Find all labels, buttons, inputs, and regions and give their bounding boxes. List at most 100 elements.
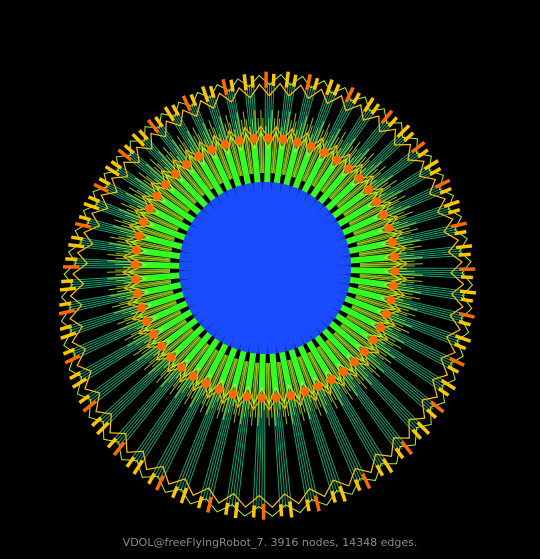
outer-node xyxy=(458,311,475,319)
green-spoke xyxy=(165,313,204,344)
fan-spoke xyxy=(151,330,194,368)
fan-spoke xyxy=(133,320,187,357)
fan-spoke xyxy=(120,202,179,230)
fan-spoke xyxy=(338,172,382,209)
inner-node xyxy=(338,367,348,377)
fan-spoke xyxy=(358,286,421,300)
outer-node xyxy=(112,441,126,457)
outer-node xyxy=(163,106,176,122)
green-spoke xyxy=(264,145,272,189)
fan-spoke xyxy=(260,110,263,174)
fan-spoke xyxy=(123,300,176,321)
outer-node xyxy=(224,502,230,515)
fan-spoke xyxy=(351,306,410,334)
fan-spoke xyxy=(254,362,260,418)
outer-node xyxy=(381,457,394,474)
outer-node xyxy=(58,308,76,316)
outer-node xyxy=(87,195,101,204)
fan-spoke xyxy=(270,118,276,174)
fan-spoke xyxy=(325,340,368,390)
green-spoke xyxy=(310,329,341,368)
fan-spoke xyxy=(130,309,181,336)
fan-spoke xyxy=(317,346,354,400)
outer-node xyxy=(344,86,355,103)
fan-spoke xyxy=(286,360,301,414)
fan-spoke xyxy=(119,289,173,304)
outer-node xyxy=(454,229,467,236)
inner-node xyxy=(166,353,176,363)
inner-node xyxy=(263,133,273,143)
fan-spoke xyxy=(342,181,389,215)
fan-spoke xyxy=(116,279,171,288)
green-spoke xyxy=(155,209,196,235)
green-spoke xyxy=(338,293,381,315)
node-markers xyxy=(58,71,477,520)
outer-node xyxy=(443,199,460,209)
fan-spoke xyxy=(359,260,415,265)
fan-spoke xyxy=(354,297,408,316)
green-spoke xyxy=(344,267,388,275)
outer-node xyxy=(59,286,77,292)
green-spoke xyxy=(189,168,220,207)
outer-node xyxy=(154,474,166,491)
outer-node xyxy=(83,201,100,211)
fan-spoke xyxy=(359,245,422,256)
outer-node xyxy=(446,365,460,374)
green-spoke xyxy=(158,306,198,333)
fan-spoke xyxy=(116,282,172,293)
outer-node xyxy=(189,93,198,107)
core-edge-spokes xyxy=(178,181,352,355)
outer-node xyxy=(229,79,235,92)
green-spoke xyxy=(149,221,192,243)
outer-node xyxy=(450,221,468,229)
inner-node xyxy=(390,252,400,262)
fan-spoke xyxy=(312,131,346,187)
inner-node xyxy=(364,185,374,195)
fan-spoke xyxy=(216,358,237,419)
outer-node xyxy=(171,104,181,117)
fan-spoke xyxy=(300,355,322,408)
fan-spoke xyxy=(344,185,392,217)
outer-node xyxy=(78,214,92,222)
outer-node xyxy=(458,319,471,327)
fan-spoke xyxy=(327,339,365,382)
fan-spoke xyxy=(262,118,265,174)
inner-node xyxy=(130,260,140,270)
inner-node xyxy=(207,144,217,154)
inner-node xyxy=(176,363,186,373)
fan-spoke xyxy=(337,165,387,208)
fan-spoke xyxy=(265,362,268,418)
outer-node xyxy=(71,235,84,241)
outer-node xyxy=(251,505,256,518)
fan-spoke xyxy=(115,257,171,263)
fan-spoke xyxy=(279,361,290,417)
fan-spoke xyxy=(122,220,176,239)
outer-node xyxy=(458,252,471,257)
fan-spoke xyxy=(212,126,233,179)
fan-spoke xyxy=(355,294,409,312)
inner-node xyxy=(234,136,244,146)
fan-spoke xyxy=(190,350,219,399)
inner-node xyxy=(188,371,198,381)
outer-node xyxy=(279,504,284,517)
outer-node xyxy=(62,347,76,356)
outer-node xyxy=(429,400,445,414)
inner-node xyxy=(313,382,323,392)
outer-node xyxy=(353,478,362,492)
outer-node xyxy=(74,221,92,229)
fan-spoke xyxy=(176,136,213,190)
fan-spoke xyxy=(109,236,172,250)
green-spoke xyxy=(206,337,232,378)
fan-spoke xyxy=(349,195,406,225)
outer-node xyxy=(132,459,145,475)
green-spoke xyxy=(329,309,369,339)
fan-spoke xyxy=(358,243,414,254)
green-spoke xyxy=(251,146,262,189)
fan-spoke xyxy=(225,114,242,177)
inner-node xyxy=(134,231,144,241)
inner-node xyxy=(376,322,386,332)
fan-spoke xyxy=(143,328,193,371)
fan-spoke xyxy=(117,301,177,325)
outer-node xyxy=(95,421,110,436)
inner-node xyxy=(386,295,396,305)
